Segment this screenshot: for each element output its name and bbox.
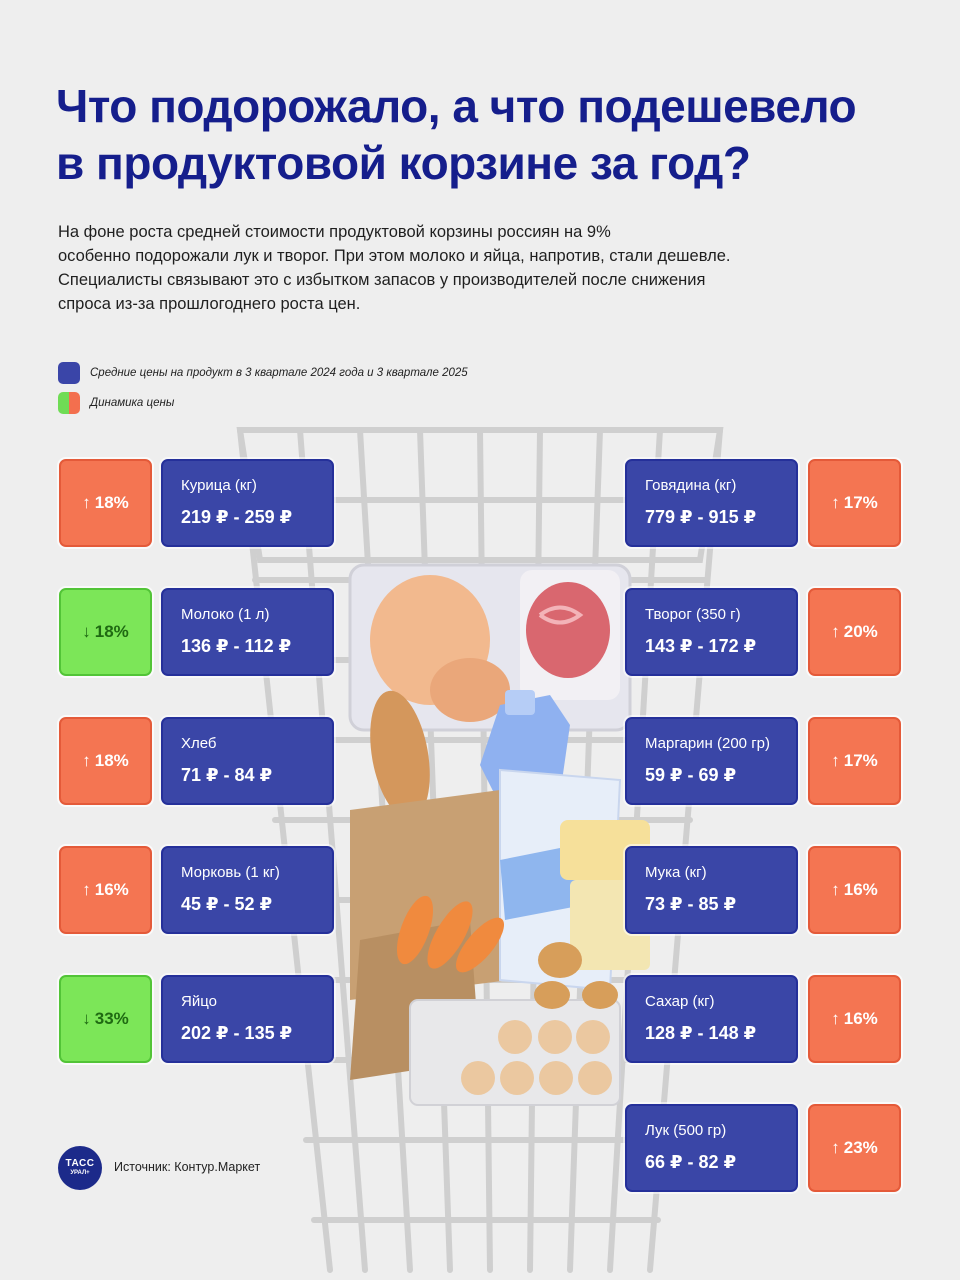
product-card: Хлеб 71 ₽ - 84 ₽ <box>161 717 334 805</box>
tass-ural-logo: ТАСС УРАЛ+ <box>58 1146 102 1190</box>
product-price-range: 73 ₽ - 85 ₽ <box>645 894 737 914</box>
product-price-range: 128 ₽ - 148 ₽ <box>645 1023 757 1043</box>
product-card: Лук (500 гр) 66 ₽ - 82 ₽ <box>625 1104 798 1192</box>
product-price-range: 45 ₽ - 52 ₽ <box>181 894 273 914</box>
intro-text: На фоне роста средней стоимости продукто… <box>58 220 838 316</box>
change-badge: ↑ 17% <box>808 717 901 805</box>
change-value: 18% <box>94 622 129 641</box>
change-value: 16% <box>843 1009 878 1028</box>
change-badge: ↑ 16% <box>808 975 901 1063</box>
product-card: Молоко (1 л) 136 ₽ - 112 ₽ <box>161 588 334 676</box>
change-value: 33% <box>94 1009 129 1028</box>
product-card: Сахар (кг) 128 ₽ - 148 ₽ <box>625 975 798 1063</box>
product-name: Творог (350 г) <box>645 606 741 623</box>
change-badge: ↑ 23% <box>808 1104 901 1192</box>
source-text: Источник: Контур.Маркет <box>114 1160 261 1174</box>
product-card: Мука (кг) 73 ₽ - 85 ₽ <box>625 846 798 934</box>
arrow-up-icon: ↑ <box>831 622 840 641</box>
product-card: Морковь (1 кг) 45 ₽ - 52 ₽ <box>161 846 334 934</box>
product-name: Морковь (1 кг) <box>181 864 280 881</box>
product-name: Хлеб <box>181 735 217 752</box>
legend-swatch-dynamics <box>58 392 80 414</box>
product-price-range: 71 ₽ - 84 ₽ <box>181 765 273 785</box>
intro-line-3: Специалисты связывают это с избытком зап… <box>58 271 706 289</box>
product-name: Сахар (кг) <box>645 993 715 1010</box>
product-price-range: 202 ₽ - 135 ₽ <box>181 1023 293 1043</box>
product-name: Яйцо <box>181 993 217 1010</box>
product-price-range: 136 ₽ - 112 ₽ <box>181 636 292 656</box>
change-badge: ↑ 20% <box>808 588 901 676</box>
intro-line-2: особенно подорожали лук и творог. При эт… <box>58 247 731 265</box>
arrow-up-icon: ↑ <box>831 880 840 899</box>
arrow-down-icon: ↓ <box>82 1009 91 1028</box>
arrow-up-icon: ↑ <box>831 1009 840 1028</box>
arrow-up-icon: ↑ <box>82 880 91 899</box>
change-value: 16% <box>94 880 129 899</box>
change-value: 23% <box>843 1138 878 1157</box>
arrow-down-icon: ↓ <box>82 622 91 641</box>
legend-swatch-prices <box>58 362 80 384</box>
title-line-1: Что подорожало, а что подешевело <box>56 80 857 132</box>
product-price-range: 219 ₽ - 259 ₽ <box>181 507 293 527</box>
product-price-range: 779 ₽ - 915 ₽ <box>645 507 757 527</box>
arrow-up-icon: ↑ <box>82 493 91 512</box>
product-card: Яйцо 202 ₽ - 135 ₽ <box>161 975 334 1063</box>
change-badge: ↑ 18% <box>59 717 152 805</box>
legend-dynamics: Динамика цены <box>58 392 174 414</box>
change-value: 18% <box>94 493 129 512</box>
logo-line-2: УРАЛ+ <box>70 1170 90 1176</box>
legend-prices: Средние цены на продукт в 3 квартале 202… <box>58 362 468 384</box>
change-value: 17% <box>843 751 878 770</box>
legend-label-prices: Средние цены на продукт в 3 квартале 202… <box>90 367 468 379</box>
product-name: Курица (кг) <box>181 477 257 494</box>
change-value: 17% <box>843 493 878 512</box>
arrow-up-icon: ↑ <box>82 751 91 770</box>
product-card: Маргарин (200 гр) 59 ₽ - 69 ₽ <box>625 717 798 805</box>
title-line-2: в продуктовой корзине за год? <box>56 137 751 189</box>
change-value: 18% <box>94 751 129 770</box>
product-price-range: 143 ₽ - 172 ₽ <box>645 636 757 656</box>
product-price-range: 66 ₽ - 82 ₽ <box>645 1152 737 1172</box>
product-price-range: 59 ₽ - 69 ₽ <box>645 765 737 785</box>
change-badge: ↓ 33% <box>59 975 152 1063</box>
arrow-up-icon: ↑ <box>831 1138 840 1157</box>
product-name: Лук (500 гр) <box>645 1122 727 1139</box>
groceries-icon <box>348 563 650 1106</box>
product-name: Молоко (1 л) <box>181 606 270 623</box>
product-card: Творог (350 г) 143 ₽ - 172 ₽ <box>625 588 798 676</box>
change-badge: ↑ 18% <box>59 459 152 547</box>
change-badge: ↑ 16% <box>808 846 901 934</box>
change-badge: ↓ 18% <box>59 588 152 676</box>
arrow-up-icon: ↑ <box>831 493 840 512</box>
arrow-up-icon: ↑ <box>831 751 840 770</box>
product-card: Курица (кг) 219 ₽ - 259 ₽ <box>161 459 334 547</box>
change-value: 20% <box>843 622 878 641</box>
intro-line-1: На фоне роста средней стоимости продукто… <box>58 223 611 241</box>
page-title: Что подорожало, а что подешевело в проду… <box>56 78 916 192</box>
product-name: Говядина (кг) <box>645 477 737 494</box>
intro-line-4: спроса из-за прошлогоднего роста цен. <box>58 295 361 313</box>
change-value: 16% <box>843 880 878 899</box>
logo-line-1: ТАСС <box>65 1158 95 1169</box>
legend-label-dynamics: Динамика цены <box>90 397 175 409</box>
product-name: Мука (кг) <box>645 864 707 881</box>
product-name: Маргарин (200 гр) <box>645 735 771 752</box>
product-card: Говядина (кг) 779 ₽ - 915 ₽ <box>625 459 798 547</box>
change-badge: ↑ 16% <box>59 846 152 934</box>
change-badge: ↑ 17% <box>808 459 901 547</box>
